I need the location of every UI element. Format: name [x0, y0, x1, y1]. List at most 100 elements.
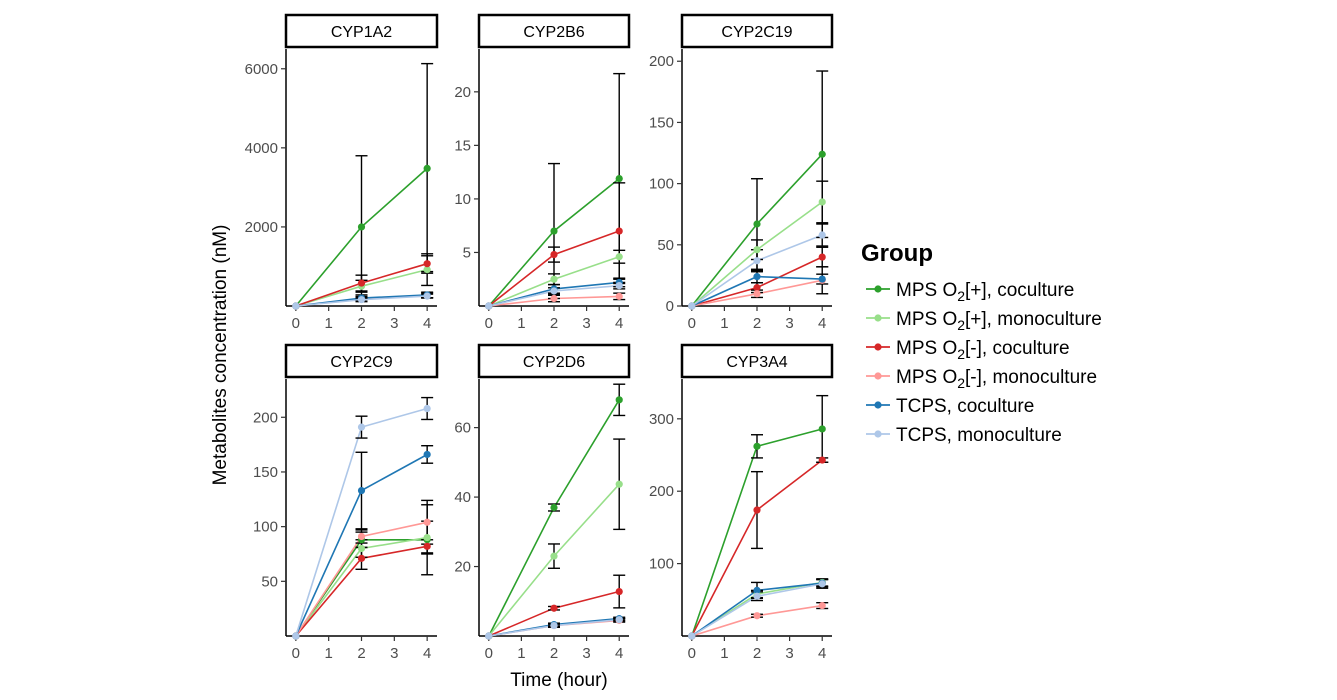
x-tick-label: 4 — [615, 315, 623, 332]
data-point — [615, 292, 623, 300]
y-tick-label: 200 — [649, 483, 674, 500]
facet-strip — [477, 343, 631, 379]
data-point — [550, 503, 558, 512]
data-point — [357, 223, 366, 231]
y-tick-label: 0 — [666, 298, 674, 315]
panel-cyp2b6: CYP2B6 5 10 15 20 0 1 2 3 4 — [454, 13, 631, 332]
data-point — [615, 227, 623, 235]
x-tick-label: 0 — [485, 315, 493, 332]
series-line — [488, 399, 620, 637]
data-point — [550, 227, 558, 235]
data-point — [423, 292, 431, 300]
y-tick-label: 150 — [253, 464, 278, 481]
x-tick-label: 3 — [785, 315, 793, 332]
x-tick-label: 0 — [292, 645, 300, 662]
data-point — [357, 486, 366, 495]
facet-title: CYP2C9 — [330, 354, 392, 371]
x-tick-label: 1 — [325, 645, 333, 662]
data-point — [818, 231, 826, 239]
data-point — [292, 632, 300, 640]
facet-title: CYP3A4 — [726, 354, 787, 371]
series-line — [691, 604, 823, 637]
y-tick-label: 20 — [454, 559, 471, 576]
data-point — [753, 612, 761, 620]
data-point — [357, 532, 366, 541]
facet-strip — [680, 343, 834, 379]
y-tick-label: 15 — [454, 137, 471, 154]
data-point — [753, 290, 761, 298]
data-point — [615, 616, 623, 624]
x-tick-label: 3 — [582, 315, 590, 332]
y-tick-label: 300 — [649, 411, 674, 428]
x-tick-label: 2 — [357, 315, 365, 332]
data-point — [818, 601, 826, 610]
x-tick-label: 3 — [390, 645, 398, 662]
y-tick-label: 40 — [454, 489, 471, 506]
data-point — [615, 587, 623, 596]
x-tick-label: 4 — [423, 645, 431, 662]
facet-title: CYP2C19 — [721, 24, 792, 41]
data-point — [753, 586, 761, 594]
x-tick-label: 1 — [325, 315, 333, 332]
data-point — [550, 287, 558, 295]
x-tick-label: 2 — [357, 645, 365, 662]
data-point — [753, 273, 761, 281]
x-tick-label: 4 — [818, 645, 826, 662]
legend-label: MPS O2[+], monoculture — [896, 309, 1102, 333]
legend-label: TCPS, coculture — [896, 396, 1034, 417]
data-point — [818, 253, 826, 261]
data-point — [423, 164, 431, 173]
data-point — [550, 552, 558, 560]
legend-label: MPS O2[-], monoculture — [896, 367, 1097, 391]
legend-label: MPS O2[+], coculture — [896, 280, 1074, 304]
y-tick-label: 50 — [657, 237, 674, 254]
x-axis-title: Time (hour) — [510, 670, 607, 691]
x-tick-label: 0 — [485, 645, 493, 662]
x-tick-label: 2 — [753, 315, 761, 332]
data-point — [357, 423, 366, 431]
data-point — [818, 150, 826, 158]
x-tick-label: 4 — [818, 315, 826, 332]
legend-item: MPS O2[-], coculture — [866, 338, 1070, 362]
legend-label: MPS O2[-], coculture — [896, 338, 1070, 362]
facet-title: CYP1A2 — [331, 24, 392, 41]
legend-point — [874, 343, 882, 351]
legend-items: MPS O2[+], coculture MPS O2[+], monocultu… — [866, 280, 1102, 446]
legend-point — [874, 401, 882, 409]
data-point — [550, 251, 558, 259]
x-tick-label: 3 — [582, 645, 590, 662]
data-point — [753, 506, 761, 514]
x-tick-label: 1 — [517, 645, 525, 662]
x-tick-label: 4 — [423, 315, 431, 332]
y-tick-label: 10 — [454, 191, 471, 208]
legend-item: MPS O2[+], monoculture — [866, 309, 1102, 333]
data-point — [423, 542, 431, 550]
legend: Group MPS O2[+], coculture MPS O2[+], mon… — [861, 240, 1102, 446]
panel-cyp1a2: CYP1A2 2000 4000 6000 0 1 2 3 4 — [245, 13, 439, 332]
data-point — [357, 544, 366, 553]
data-point — [423, 533, 431, 542]
legend-title: Group — [861, 240, 933, 267]
data-point — [550, 604, 558, 612]
y-tick-label: 200 — [649, 53, 674, 70]
x-tick-label: 4 — [615, 645, 623, 662]
data-point — [357, 279, 366, 287]
data-point — [753, 246, 761, 254]
x-tick-label: 1 — [720, 645, 728, 662]
legend-point — [874, 285, 882, 293]
data-point — [357, 296, 366, 304]
legend-point — [874, 314, 882, 322]
x-tick-label: 0 — [292, 315, 300, 332]
data-point — [423, 266, 431, 274]
facet-strip — [680, 13, 834, 49]
data-point — [485, 632, 493, 640]
x-tick-label: 0 — [688, 315, 696, 332]
panel-cyp2c9: CYP2C9 50 100 150 200 0 1 2 3 4 — [253, 343, 439, 662]
data-point — [818, 275, 826, 283]
data-point — [818, 198, 826, 206]
panel-cyp2d6: CYP2D6 20 40 60 0 1 2 3 4 — [454, 343, 631, 662]
data-point — [423, 450, 431, 459]
facet-title: CYP2B6 — [523, 24, 584, 41]
y-tick-label: 200 — [253, 409, 278, 426]
x-tick-label: 2 — [550, 315, 558, 332]
